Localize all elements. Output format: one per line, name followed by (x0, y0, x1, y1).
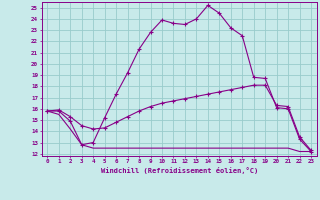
X-axis label: Windchill (Refroidissement éolien,°C): Windchill (Refroidissement éolien,°C) (100, 167, 258, 174)
